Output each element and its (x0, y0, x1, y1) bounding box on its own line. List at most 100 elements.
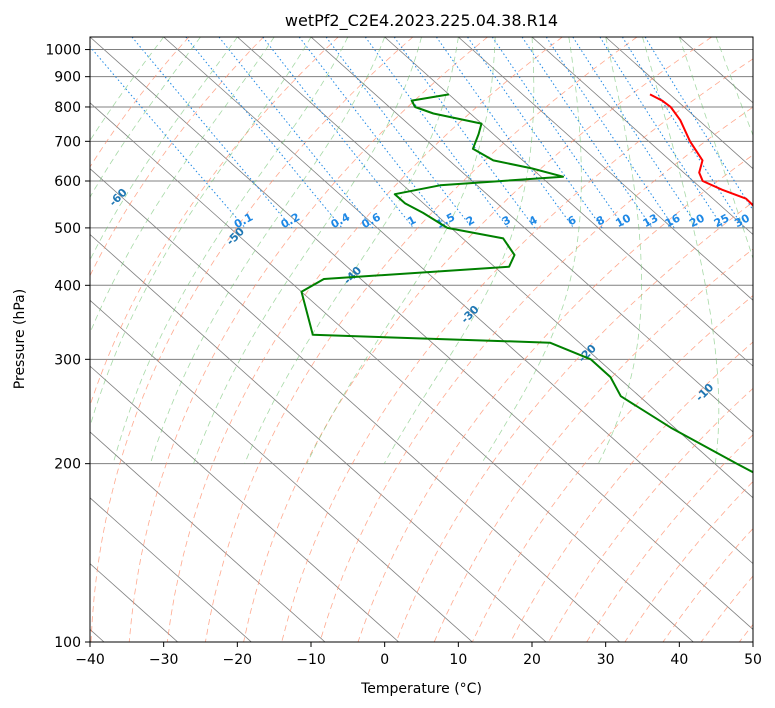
isotherm-line (458, 37, 753, 301)
dry-adiabat (357, 154, 753, 642)
dry-adiabat (548, 387, 753, 642)
y-tick-label: 300 (54, 352, 81, 368)
isotherm-label: -30 (458, 303, 481, 326)
dry-adiabat (471, 295, 753, 642)
isotherm-line (384, 37, 753, 367)
moist-adiabat (90, 37, 275, 334)
x-tick-label: 50 (744, 652, 762, 668)
dry-adiabat (662, 527, 753, 642)
moist-adiabat (306, 37, 496, 464)
isotherm-line (90, 102, 694, 642)
isotherm-line (90, 497, 252, 642)
x-tick-label: 20 (523, 652, 541, 668)
moist-adiabat (244, 37, 459, 464)
x-tick-label: −30 (149, 652, 179, 668)
y-tick-label: 200 (54, 457, 81, 473)
mixing-ratio-label: 6 (566, 213, 579, 228)
moist-adiabat (383, 37, 535, 464)
mixing-ratio-line (218, 37, 374, 229)
mixing-ratio-line (393, 37, 536, 229)
mixing-ratio-label: 30 (732, 211, 752, 230)
mixing-ratio-line (298, 37, 448, 229)
moist-adiabat (112, 37, 349, 464)
chart-title: wetPf2_C2E4.2023.225.04.38.R14 (285, 11, 558, 31)
moist-adiabat (597, 37, 642, 464)
mixing-ratio-line (599, 37, 724, 229)
plot-frame (89, 36, 754, 643)
dry-adiabat (128, 37, 488, 642)
data-series (300, 93, 753, 474)
mixing-ratio-line (572, 37, 700, 229)
dry-adiabat (205, 37, 638, 642)
y-tick-label: 700 (54, 134, 81, 150)
x-tick-label: 0 (380, 652, 389, 668)
isotherm-label: -10 (693, 381, 716, 404)
x-axis-label: Temperature (°C) (360, 681, 482, 697)
moist-adiabat (150, 37, 386, 464)
y-tick-label: 600 (54, 174, 81, 190)
mixing-ratio-line (521, 37, 653, 229)
dry-adiabat (700, 575, 753, 642)
moist-adiabat (715, 37, 753, 137)
dry-adiabat (586, 434, 753, 642)
mixing-ratio-label: 10 (613, 211, 633, 230)
dry-adiabat (166, 37, 563, 642)
mixing-ratio-label: 20 (687, 211, 707, 230)
x-tick-label: −20 (223, 652, 253, 668)
mixing-ratio-label: 1 (405, 213, 418, 228)
mixing-ratio-line (491, 37, 626, 229)
y-tick-label: 800 (54, 100, 81, 116)
mixing-ratio-line (364, 37, 509, 229)
mixing-ratio-line (467, 37, 603, 229)
x-axis: −40 −30 −20 −10 0 10 20 30 40 50 (75, 642, 762, 668)
y-tick-label: 400 (54, 278, 81, 294)
isotherm-line (90, 431, 326, 642)
isotherm-label: -20 (576, 342, 599, 365)
x-tick-label: −40 (75, 652, 105, 668)
dry-adiabat (243, 37, 712, 642)
mixing-ratio-line (325, 37, 473, 229)
temperature-profile (649, 93, 753, 207)
isotherm-label: -60 (107, 186, 130, 209)
moist-adiabat (90, 37, 312, 428)
isotherm-line (163, 37, 753, 565)
dry-adiabat (624, 480, 753, 642)
moist-adiabat (90, 37, 201, 198)
mixing-ratio-label: 13 (641, 211, 661, 230)
dry-adiabat (738, 623, 753, 642)
dry-adiabat (433, 248, 753, 642)
isotherm-line (90, 365, 399, 642)
isotherm-line (90, 168, 620, 642)
background-lines: 0.10.20.40.611.52346810131620253036-100-… (0, 37, 753, 642)
moist-adiabat (90, 37, 238, 261)
moist-adiabat (678, 37, 753, 260)
mixing-ratio-label: 4 (527, 213, 540, 228)
isotherm-label: -70 (0, 147, 13, 170)
dry-adiabat (395, 201, 753, 642)
x-tick-label: 30 (597, 652, 615, 668)
moist-adiabat (642, 37, 720, 464)
y-axis: 100 200 300 400 500 600 700 800 900 1000 (45, 43, 90, 651)
dry-adiabat (281, 58, 753, 642)
isotherm-label: -40 (341, 264, 364, 287)
isotherm-line (605, 37, 753, 170)
moist-adiabat (481, 37, 582, 464)
isotherm-line (90, 299, 473, 642)
mixing-ratio-label: 2 (464, 213, 477, 228)
mixing-ratio-line (435, 37, 575, 229)
x-tick-label: 40 (670, 652, 688, 668)
mixing-ratio-line (131, 37, 293, 229)
x-tick-label: −10 (296, 652, 326, 668)
isotherm-line (752, 37, 753, 38)
isotherm-line (531, 37, 753, 236)
isotherm-line (679, 37, 753, 104)
y-tick-label: 500 (54, 221, 81, 237)
isotherm-line (237, 37, 753, 499)
mixing-ratio-label: 16 (663, 211, 683, 230)
mixing-ratio-line (185, 37, 343, 229)
y-tick-label: 1000 (45, 43, 81, 59)
mixing-ratio-line (545, 37, 675, 229)
isotherm-line (310, 37, 753, 433)
moist-adiabat (90, 37, 165, 142)
